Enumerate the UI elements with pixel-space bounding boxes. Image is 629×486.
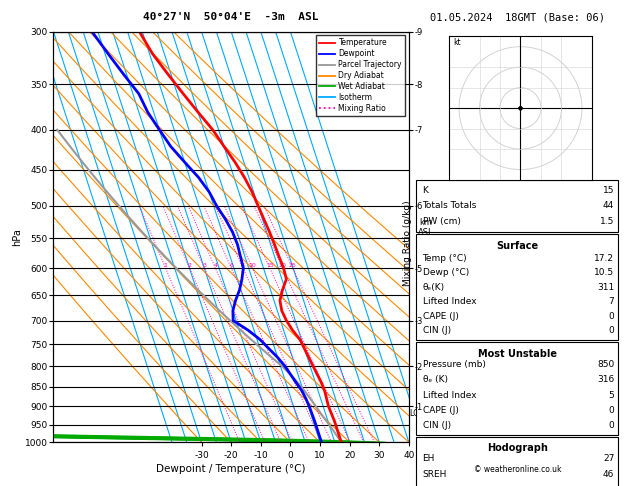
Text: 0: 0 [608, 421, 615, 430]
Text: Pressure (mb): Pressure (mb) [423, 360, 486, 369]
Text: Hodograph: Hodograph [487, 443, 548, 453]
Text: Lifted Index: Lifted Index [423, 391, 476, 399]
Text: 10.5: 10.5 [594, 268, 615, 277]
Text: 01.05.2024  18GMT (Base: 06): 01.05.2024 18GMT (Base: 06) [430, 12, 605, 22]
Text: kt: kt [453, 37, 460, 47]
Text: 27: 27 [603, 453, 615, 463]
Y-axis label: hPa: hPa [12, 228, 22, 246]
Text: 2: 2 [187, 263, 192, 268]
Text: PW (cm): PW (cm) [423, 217, 460, 226]
Y-axis label: km
ASL: km ASL [418, 218, 433, 237]
Text: Totals Totals: Totals Totals [423, 201, 477, 210]
Text: CAPE (J): CAPE (J) [423, 312, 459, 321]
Text: Surface: Surface [496, 242, 538, 251]
Text: 4: 4 [213, 263, 217, 268]
Text: SREH: SREH [423, 470, 447, 479]
Text: 5: 5 [608, 391, 615, 399]
X-axis label: Dewpoint / Temperature (°C): Dewpoint / Temperature (°C) [157, 465, 306, 474]
Text: 25: 25 [289, 263, 297, 268]
Text: 3: 3 [203, 263, 206, 268]
Bar [416, 234, 618, 340]
Text: 44: 44 [603, 201, 615, 210]
Text: EH: EH [423, 453, 435, 463]
Bar [416, 342, 618, 435]
Text: 8: 8 [241, 263, 245, 268]
Text: 15: 15 [603, 186, 615, 194]
Text: θₑ (K): θₑ (K) [423, 376, 447, 384]
Text: 40°27'N  50°04'E  -3m  ASL: 40°27'N 50°04'E -3m ASL [143, 12, 319, 22]
Text: CIN (J): CIN (J) [423, 326, 450, 335]
Text: 10: 10 [248, 263, 256, 268]
Text: 46: 46 [603, 470, 615, 479]
Text: 7: 7 [608, 297, 615, 306]
Text: Dewp (°C): Dewp (°C) [423, 268, 469, 277]
Text: 316: 316 [597, 376, 615, 384]
Text: CAPE (J): CAPE (J) [423, 406, 459, 415]
Text: θₑ(K): θₑ(K) [423, 283, 445, 292]
Bar [416, 437, 618, 486]
Text: Temp (°C): Temp (°C) [423, 254, 467, 262]
Text: CIN (J): CIN (J) [423, 421, 450, 430]
Text: 311: 311 [597, 283, 615, 292]
Text: LCL: LCL [409, 409, 423, 418]
Bar [416, 180, 618, 232]
Text: 20: 20 [279, 263, 286, 268]
Text: 6: 6 [230, 263, 233, 268]
Text: 17.2: 17.2 [594, 254, 615, 262]
Text: 0: 0 [608, 406, 615, 415]
Text: Mixing Ratio (g/kg): Mixing Ratio (g/kg) [403, 200, 412, 286]
Text: 0: 0 [608, 326, 615, 335]
Text: 15: 15 [266, 263, 274, 268]
Text: K: K [423, 186, 428, 194]
Text: © weatheronline.co.uk: © weatheronline.co.uk [474, 465, 561, 474]
Text: Lifted Index: Lifted Index [423, 297, 476, 306]
Text: 0: 0 [608, 312, 615, 321]
Text: Most Unstable: Most Unstable [478, 349, 557, 359]
Text: 1.5: 1.5 [600, 217, 615, 226]
Text: 1: 1 [164, 263, 167, 268]
Legend: Temperature, Dewpoint, Parcel Trajectory, Dry Adiabat, Wet Adiabat, Isotherm, Mi: Temperature, Dewpoint, Parcel Trajectory… [316, 35, 405, 116]
Text: 850: 850 [597, 360, 615, 369]
